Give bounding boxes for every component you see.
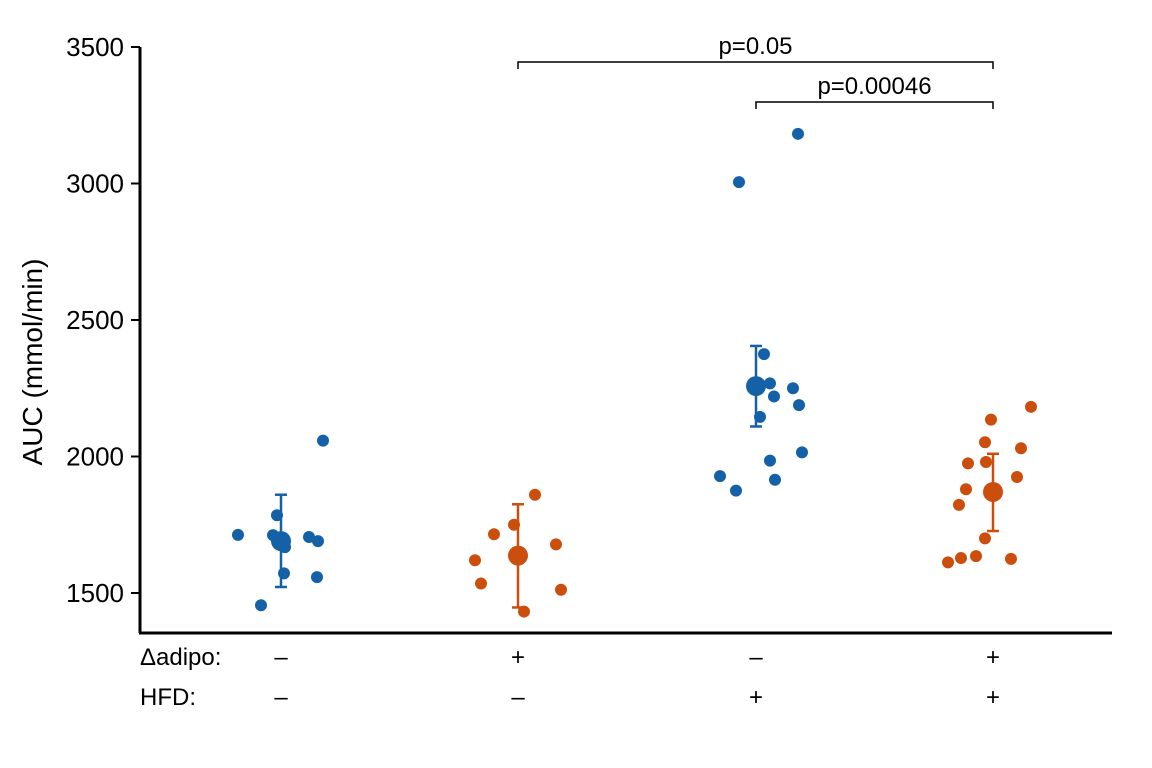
data-point: [232, 528, 244, 541]
data-point: [792, 127, 804, 140]
mean-marker: [746, 376, 766, 397]
y-tick-label: 2500: [66, 305, 124, 335]
data-point: [979, 532, 991, 545]
mean-marker: [508, 545, 528, 566]
data-point: [953, 498, 965, 511]
y-tick-label: 2000: [66, 442, 124, 472]
data-point: [796, 446, 808, 459]
group-3: [714, 127, 808, 497]
data-point: [311, 571, 323, 584]
data-point: [980, 455, 992, 468]
data-point: [787, 382, 799, 395]
data-point: [488, 528, 500, 541]
y-axis: 1500 2000 2500 3000 3500 AUC (mmol/min): [17, 32, 142, 633]
data-point: [1005, 552, 1017, 565]
significance-brackets: p=0.05 p=0.00046: [517, 33, 994, 109]
y-ticks: 1500 2000 2500 3000 3500: [66, 32, 140, 608]
group-1: [232, 434, 329, 612]
data-point: [469, 554, 481, 567]
row-label-adipo: Δadipo:: [140, 644, 221, 671]
mean-marker: [983, 481, 1003, 502]
hfd-label-group-3: +: [749, 684, 763, 711]
data-point: [793, 399, 805, 412]
data-point: [475, 577, 487, 590]
y-tick-label: 1500: [66, 578, 124, 608]
data-point: [942, 556, 954, 569]
data-point: [733, 176, 745, 189]
data-point: [730, 484, 742, 497]
data-point: [758, 348, 770, 361]
hfd-label-group-1: –: [274, 684, 288, 711]
data-point: [769, 473, 781, 486]
data-point: [764, 377, 776, 390]
bracket-line: [517, 61, 994, 69]
hfd-label-group-4: +: [986, 684, 1000, 711]
data-groups: [232, 127, 1037, 618]
data-point: [768, 390, 780, 403]
y-tick-label: 3500: [66, 32, 124, 62]
data-point: [317, 434, 329, 447]
row-label-hfd: HFD:: [140, 684, 196, 711]
p-value-label: p=0.00046: [817, 73, 931, 100]
y-axis-title: AUC (mmol/min): [17, 259, 48, 466]
data-point: [960, 483, 972, 496]
data-point: [979, 436, 991, 449]
data-point: [764, 454, 776, 467]
data-point: [955, 552, 967, 565]
mean-marker: [271, 531, 291, 552]
data-point: [970, 550, 982, 563]
data-point: [714, 470, 726, 483]
significance-bracket: p=0.00046: [755, 73, 994, 109]
adipo-label-group-3: –: [749, 644, 763, 671]
data-point: [1015, 442, 1027, 455]
data-point: [1011, 470, 1023, 483]
group-condition-labels: – – + – – + + +: [274, 644, 1000, 711]
data-point: [555, 583, 567, 596]
significance-bracket: p=0.05: [517, 33, 994, 69]
bracket-line: [755, 101, 994, 109]
data-point: [303, 531, 315, 544]
adipo-label-group-2: +: [511, 644, 525, 671]
data-point: [255, 599, 267, 612]
adipo-label-group-1: –: [274, 644, 288, 671]
data-point: [529, 488, 541, 501]
data-point: [312, 535, 324, 548]
adipo-label-group-4: +: [986, 644, 1000, 671]
data-point: [962, 457, 974, 470]
group-row-labels: Δadipo: HFD:: [140, 644, 221, 711]
data-point: [550, 538, 562, 551]
hfd-label-group-2: –: [511, 684, 525, 711]
p-value-label: p=0.05: [718, 33, 792, 60]
group-2: [469, 488, 567, 618]
y-tick-label: 3000: [66, 169, 124, 199]
data-point: [1025, 400, 1037, 413]
group-4: [942, 400, 1037, 569]
data-point: [985, 413, 997, 426]
